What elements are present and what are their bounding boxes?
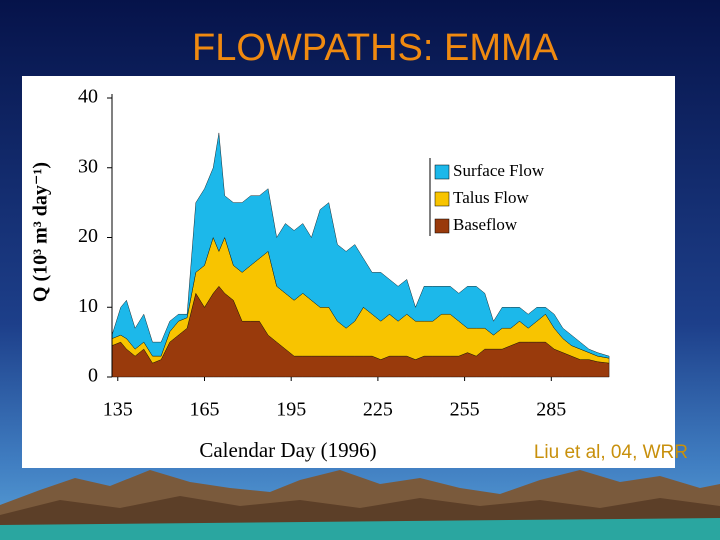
legend-label: Surface Flow (453, 161, 545, 180)
x-tick-label: 135 (103, 399, 133, 421)
area (111, 132, 610, 359)
legend-swatch (434, 164, 450, 180)
y-tick-label: 0 (88, 365, 98, 387)
x-tick-label: 165 (189, 399, 219, 421)
mountains (0, 470, 720, 540)
slide-title: FLOWPATHS: EMMA (192, 27, 559, 69)
x-tick-label: 255 (450, 399, 480, 421)
y-tick-label: 10 (78, 295, 98, 317)
x-tick-label: 225 (363, 399, 393, 421)
legend-label: Talus Flow (453, 188, 530, 207)
y-tick-label: 30 (78, 155, 98, 177)
plot (111, 132, 610, 378)
y-tick-label: 20 (78, 225, 98, 247)
citation: Liu et al, 04, WRR (534, 442, 688, 463)
y-axis-label: Q (10³ m³ day⁻¹) (30, 162, 52, 302)
x-axis-label: Calendar Day (1996) (199, 438, 376, 462)
legend-swatch (434, 191, 450, 207)
legend-label: Baseflow (453, 215, 518, 234)
x-tick-label: 195 (276, 399, 306, 421)
legend-swatch (434, 218, 450, 234)
x-tick-label: 285 (536, 399, 566, 421)
y-tick-label: 40 (78, 86, 98, 108)
